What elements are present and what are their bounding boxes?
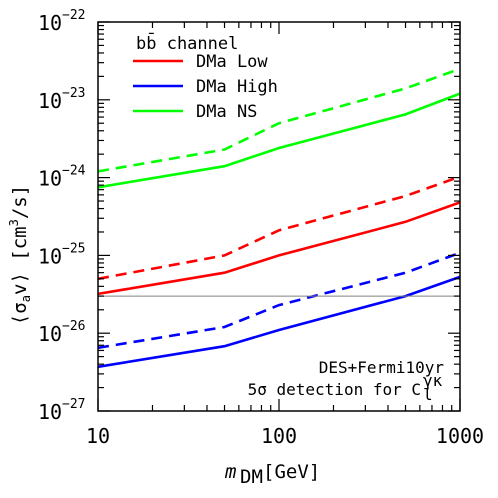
legend-label: DMa Low [196, 52, 268, 72]
annotation: DES+Fermi10yr 5σ detection for C l γκ [248, 358, 445, 404]
legend-entries: DMa Low DMa High DMa NS [133, 52, 278, 122]
y-tick-label-base: 10 [38, 400, 62, 424]
plot-frame [97, 21, 461, 412]
y-tick-label-base: 10 [38, 11, 62, 35]
annotation-superscript: γκ [423, 371, 443, 390]
x-axis-title-sub: DM [240, 466, 263, 488]
x-tick-label: 100 [261, 424, 297, 448]
x-axis-title: m DM [GeV] [224, 461, 320, 488]
y-tick-label-base: 10 [38, 167, 62, 191]
x-axis-title-unit: [GeV] [263, 461, 320, 483]
series-layer [97, 67, 461, 369]
y-tick-label-base: 10 [38, 322, 62, 346]
legend-label: DMa High [196, 77, 278, 97]
legend-label: DMa NS [196, 102, 257, 122]
x-axis-title-main: m [224, 461, 236, 483]
y-tick-label-exponent: −26 [62, 319, 85, 334]
y-tick-label-exponent: −23 [62, 86, 85, 101]
annotation-line2: 5σ detection for C [248, 380, 421, 399]
legend-title: bb̄ channel [136, 31, 238, 54]
series-line-4 [97, 251, 461, 350]
legend: bb̄ channel DMa Low DMa High DMa NS [133, 31, 278, 122]
series-line-5 [97, 67, 461, 173]
x-tick-label: 10 [86, 424, 110, 448]
y-tick-label-base: 10 [38, 89, 62, 113]
x-tick-label: 1000 [436, 424, 484, 448]
y-axis-title: ⟨σav⟩ [cm3/s] [7, 185, 33, 325]
x-tick-labels: 10 100 1000 [86, 424, 484, 448]
annotation-subscript: l [423, 385, 433, 404]
y-tick-label-exponent: −24 [62, 164, 86, 179]
series-line-3 [97, 175, 461, 281]
annotation-line1: DES+Fermi10yr [319, 358, 445, 377]
y-tick-label-exponent: −27 [62, 397, 85, 412]
series-line-1 [97, 275, 461, 369]
ticks-layer [97, 21, 461, 412]
series-line-2 [97, 92, 461, 189]
series-line-0 [97, 201, 461, 296]
y-axis-title-text: ⟨σav⟩ [cm3/s] [7, 185, 33, 325]
y-tick-label-exponent: −22 [62, 8, 85, 23]
y-tick-label-base: 10 [38, 244, 62, 268]
y-tick-label-exponent: −25 [62, 241, 85, 256]
